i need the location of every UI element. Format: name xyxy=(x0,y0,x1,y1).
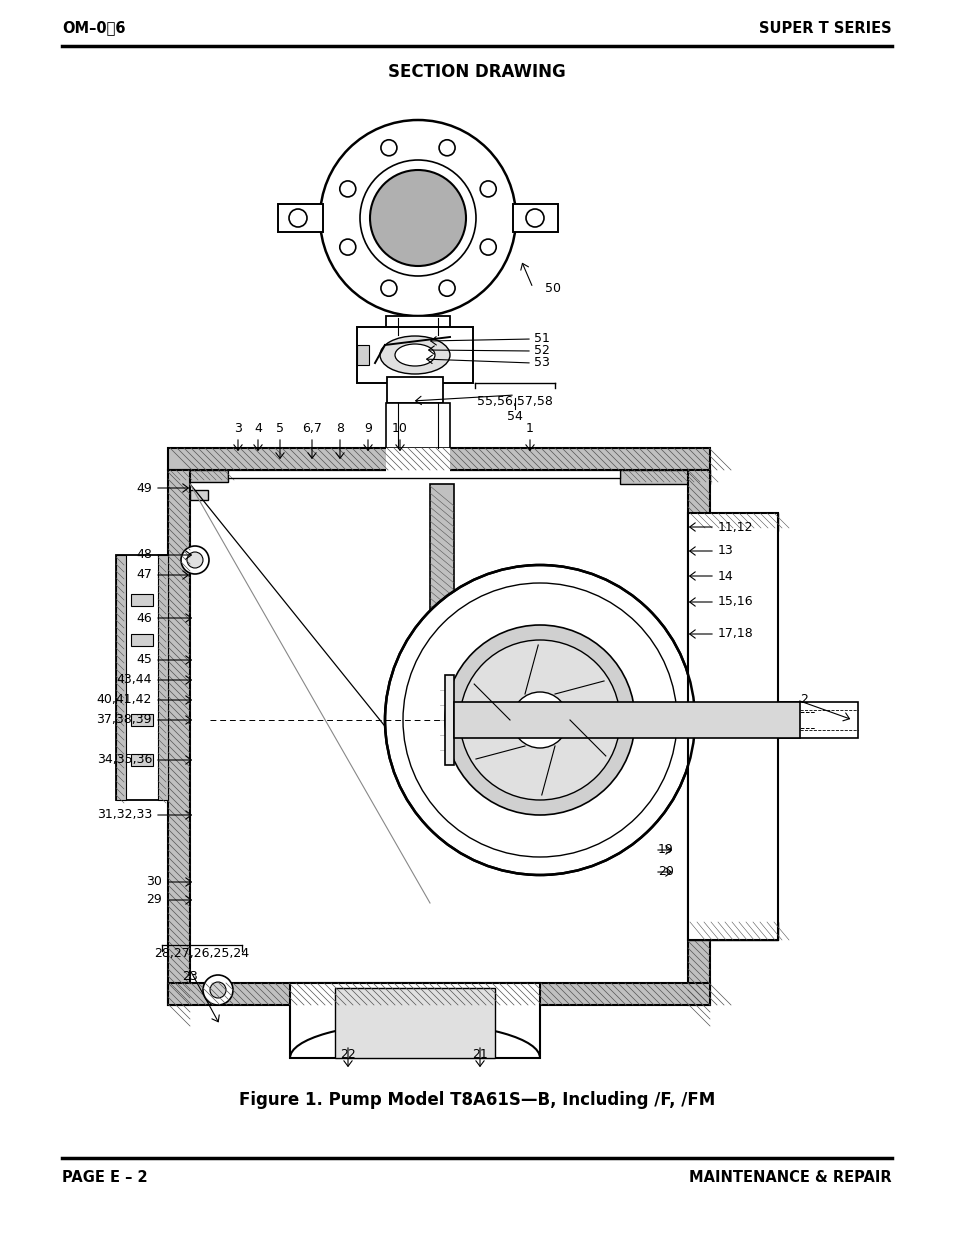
Text: 54: 54 xyxy=(507,410,522,424)
Circle shape xyxy=(444,625,635,815)
Circle shape xyxy=(187,552,203,568)
Text: 9: 9 xyxy=(364,422,372,435)
Text: 53: 53 xyxy=(534,356,549,368)
Circle shape xyxy=(210,982,226,998)
Bar xyxy=(778,701,857,739)
Text: 4: 4 xyxy=(253,422,262,435)
Circle shape xyxy=(479,240,496,256)
Text: 51: 51 xyxy=(534,331,549,345)
Circle shape xyxy=(525,209,543,227)
Bar xyxy=(430,484,454,773)
Bar xyxy=(687,471,709,1005)
Bar xyxy=(131,755,152,766)
Bar xyxy=(386,403,450,448)
Circle shape xyxy=(459,640,619,800)
Text: SUPER T SERIES: SUPER T SERIES xyxy=(759,21,891,36)
Text: 1: 1 xyxy=(525,422,534,435)
Text: SECTION DRAWING: SECTION DRAWING xyxy=(388,63,565,82)
Bar xyxy=(190,490,208,500)
Text: 28,27,26,25,24: 28,27,26,25,24 xyxy=(154,947,250,960)
Text: 2: 2 xyxy=(800,694,807,706)
Bar xyxy=(687,923,778,940)
Text: 10: 10 xyxy=(392,422,408,435)
Bar xyxy=(619,471,709,484)
Text: OM–0㕇6: OM–0㕇6 xyxy=(62,21,126,36)
FancyBboxPatch shape xyxy=(513,204,558,232)
Text: 48: 48 xyxy=(136,548,152,562)
Bar xyxy=(687,513,778,531)
Circle shape xyxy=(339,180,355,196)
Bar xyxy=(116,555,168,800)
Text: 23: 23 xyxy=(182,969,197,983)
Text: 52: 52 xyxy=(534,343,549,357)
Bar xyxy=(454,701,800,739)
FancyBboxPatch shape xyxy=(277,204,323,232)
Text: 8: 8 xyxy=(335,422,344,435)
Text: 37,38,39: 37,38,39 xyxy=(96,714,152,726)
Text: 45: 45 xyxy=(136,653,152,667)
Bar xyxy=(131,714,152,726)
Text: 40,41,42: 40,41,42 xyxy=(96,694,152,706)
Text: 20: 20 xyxy=(658,866,673,878)
Circle shape xyxy=(479,180,496,196)
Text: 29: 29 xyxy=(146,893,162,906)
Ellipse shape xyxy=(379,336,450,374)
FancyBboxPatch shape xyxy=(386,316,450,335)
Bar xyxy=(386,448,450,475)
Text: 5: 5 xyxy=(275,422,284,435)
Bar xyxy=(168,471,190,1005)
Circle shape xyxy=(289,209,307,227)
Text: 30: 30 xyxy=(146,876,162,888)
Text: 21: 21 xyxy=(472,1049,487,1061)
Text: Figure 1. Pump Model T8A61S—B, Including /F, /FM: Figure 1. Pump Model T8A61S—B, Including… xyxy=(238,1091,715,1109)
Circle shape xyxy=(438,280,455,296)
Circle shape xyxy=(203,974,233,1005)
Bar xyxy=(760,710,814,730)
Text: PAGE E – 2: PAGE E – 2 xyxy=(62,1171,148,1186)
Bar xyxy=(687,513,778,940)
Text: 46: 46 xyxy=(136,611,152,625)
Bar xyxy=(228,471,619,478)
FancyBboxPatch shape xyxy=(335,988,495,1058)
Text: 6,7: 6,7 xyxy=(302,422,321,435)
Text: 43,44: 43,44 xyxy=(116,673,152,687)
Text: 55,56,57,58: 55,56,57,58 xyxy=(476,395,553,408)
Bar xyxy=(158,555,168,800)
Bar xyxy=(131,594,152,606)
Bar xyxy=(131,634,152,646)
Bar xyxy=(168,448,709,471)
Circle shape xyxy=(380,140,396,156)
Text: 11,12: 11,12 xyxy=(718,520,753,534)
Text: 13: 13 xyxy=(718,545,733,557)
Text: MAINTENANCE & REPAIR: MAINTENANCE & REPAIR xyxy=(689,1171,891,1186)
Circle shape xyxy=(438,140,455,156)
Circle shape xyxy=(181,546,209,574)
Bar xyxy=(444,676,454,764)
Bar xyxy=(168,471,228,482)
Text: 15,16: 15,16 xyxy=(718,595,753,609)
FancyBboxPatch shape xyxy=(387,377,442,403)
Circle shape xyxy=(380,280,396,296)
Text: 50: 50 xyxy=(544,282,560,294)
Text: 17,18: 17,18 xyxy=(718,627,753,641)
Text: 22: 22 xyxy=(340,1049,355,1061)
FancyBboxPatch shape xyxy=(356,327,473,383)
Circle shape xyxy=(385,564,695,876)
Circle shape xyxy=(339,240,355,256)
Text: 31,32,33: 31,32,33 xyxy=(96,809,152,821)
Text: 19: 19 xyxy=(658,844,673,857)
Text: 3: 3 xyxy=(233,422,242,435)
Ellipse shape xyxy=(395,345,435,366)
Bar xyxy=(116,555,126,800)
Text: 14: 14 xyxy=(718,569,733,583)
Text: 34,35,36: 34,35,36 xyxy=(96,753,152,767)
Ellipse shape xyxy=(370,170,465,266)
Bar xyxy=(356,345,369,366)
Bar xyxy=(168,983,709,1005)
Text: 49: 49 xyxy=(136,482,152,494)
Circle shape xyxy=(512,692,567,748)
FancyBboxPatch shape xyxy=(290,983,539,1058)
Text: 47: 47 xyxy=(136,568,152,582)
